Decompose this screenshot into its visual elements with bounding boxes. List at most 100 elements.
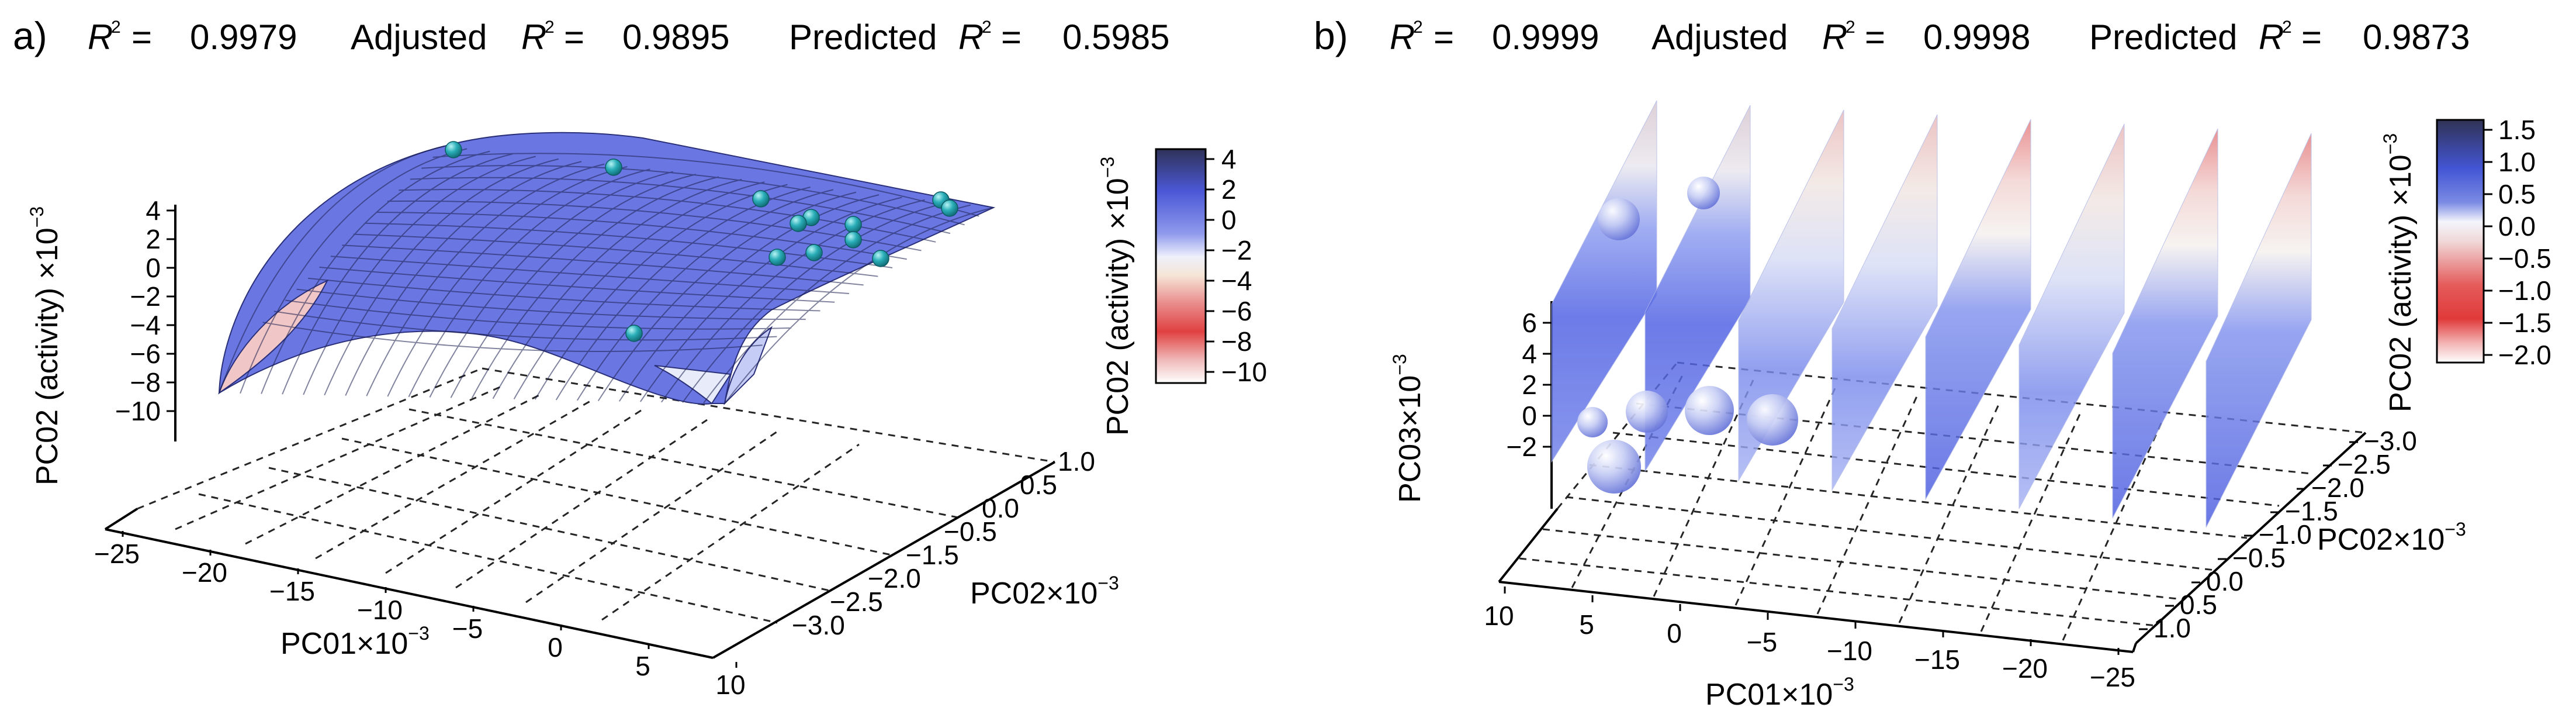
- a-y-tick-label: 1.0: [1058, 446, 1095, 477]
- a-x-tick-label: 5: [635, 651, 650, 681]
- a-mesh-line: [285, 299, 792, 330]
- b-y-tick-label: −1.5: [2285, 496, 2338, 526]
- a-data-point: [605, 158, 622, 176]
- b-slice: [1925, 119, 2031, 501]
- panel-a-y-ticks: −3.0−2.5−2.0−1.5−0.50.00.51.0: [792, 446, 1095, 640]
- a-y-axis-label: PC02×10−3: [970, 572, 1119, 610]
- a-data-point: [445, 141, 462, 158]
- a-mesh-line: [555, 187, 811, 401]
- b-r2-symbol: R: [1390, 18, 1415, 57]
- panel-a-stats: R 2 = 0.9979 Adjusted R 2 = 0.9895 Predi…: [88, 18, 1170, 57]
- a-x-tick-label: −5: [452, 613, 483, 644]
- b-z-tick-label: −2: [1507, 432, 1537, 462]
- b-pred-label: Predicted: [2089, 18, 2237, 57]
- b-x-tick-label: −20: [2002, 653, 2048, 684]
- b-x-tick-label: 10: [1484, 601, 1514, 631]
- a-mesh-line: [342, 244, 864, 286]
- a-r2-eq: =: [131, 18, 152, 57]
- b-colorbar-tick-label: 0.5: [2498, 179, 2536, 209]
- panel-a-surface: [218, 132, 996, 406]
- b-y-tick-label: 1.0: [2153, 613, 2191, 643]
- b-colorbar-tick-label: 0.0: [2498, 211, 2536, 242]
- a-r2-sup: 2: [111, 18, 121, 37]
- b-z-tick-label: 0: [1522, 401, 1537, 431]
- b-pred-value: 0.9873: [2363, 18, 2470, 57]
- a-colorbar-gradient: [1155, 148, 1207, 384]
- a-mesh-line: [661, 199, 925, 403]
- b-z-tick-label: 4: [1522, 339, 1537, 369]
- b-y-tick-label: 0.5: [2180, 589, 2217, 620]
- panel-b-label: b): [1314, 14, 1348, 57]
- a-colorbar-tick-label: 2: [1221, 174, 1237, 205]
- a-colorbar-tick-label: −8: [1221, 326, 1252, 357]
- a-y-tick-label: −2.0: [868, 563, 921, 594]
- a-x-tick-label: −10: [357, 595, 403, 625]
- a-mesh-line: [282, 153, 513, 395]
- a-adj-eq: =: [564, 18, 584, 57]
- b-y-tick-label: −0.5: [2232, 543, 2286, 573]
- a-data-point: [805, 244, 823, 261]
- b-y-tick-label: 0.0: [2206, 566, 2243, 596]
- a-colorbar-tick-label: −10: [1221, 357, 1267, 387]
- b-colorbar-tick-label: −2.0: [2498, 340, 2551, 370]
- b-colorbar-label: PC02 (activity) ×10−3: [2380, 133, 2418, 412]
- b-z-tick-label: 2: [1522, 370, 1537, 400]
- b-slice: [2112, 128, 2218, 519]
- panel-a-data-points: [445, 141, 958, 342]
- panel-b-slices: [1551, 100, 2312, 528]
- b-x-tick-label: −10: [1827, 636, 1872, 666]
- b-y-tick-label: −1.0: [2259, 519, 2312, 550]
- a-pred-label: Predicted: [789, 18, 937, 57]
- a-y-tick-label: −2.5: [830, 587, 883, 617]
- a-adj-label: Adjusted: [351, 18, 487, 57]
- a-x-tick-label: −20: [182, 557, 227, 588]
- panel-b: b) R 2 = 0.9999 Adjusted R 2 = 0.9998 Pr…: [1314, 14, 2551, 712]
- a-pred-eq: =: [1001, 18, 1022, 57]
- a-data-point: [844, 231, 862, 249]
- b-colorbar-tick-label: −0.5: [2498, 243, 2551, 274]
- b-pred-sup: 2: [2282, 18, 2292, 37]
- b-y-tick-label: −3.0: [2364, 426, 2417, 456]
- a-x-tick-label: 10: [715, 670, 745, 700]
- b-x-tick-label: −25: [2090, 662, 2135, 692]
- panel-a: a) R 2 = 0.9979 Adjusted R 2 = 0.9895 Pr…: [13, 14, 1267, 700]
- a-mesh-line: [618, 194, 880, 402]
- panel-a-colorbar: 420−2−4−6−8−10 PC02 (activity) ×10−3: [1097, 144, 1267, 436]
- a-y-tick-label: −1.5: [906, 540, 959, 570]
- a-mesh-line: [273, 311, 777, 341]
- a-data-point: [768, 249, 786, 266]
- a-x-tick-label: −15: [269, 576, 315, 606]
- b-x-tick-label: 5: [1579, 609, 1594, 640]
- b-adj-r: R: [1822, 18, 1847, 57]
- a-data-point: [625, 325, 643, 342]
- a-adj-r: R: [521, 18, 546, 57]
- b-x-tick-label: −15: [1914, 644, 1960, 675]
- a-mesh-line: [410, 177, 951, 234]
- a-mesh-line: [319, 267, 835, 303]
- panel-a-z-ticks: 420−2−4−6−8−10: [115, 195, 175, 426]
- b-sphere: [1626, 391, 1668, 433]
- b-sphere: [1747, 394, 1798, 446]
- b-slice: [1831, 114, 1938, 491]
- a-mesh-line: [534, 184, 788, 400]
- a-x-tick-label: 0: [548, 632, 563, 663]
- b-sphere: [1687, 177, 1720, 209]
- a-mesh-line: [261, 150, 490, 394]
- panel-b-y-ticks: −3.0−2.5−2.0−1.5−1.0−0.50.00.51.0: [2139, 426, 2417, 643]
- b-x-axis-label: PC01×10−3: [1705, 674, 1854, 712]
- b-y-tick-label: −2.5: [2338, 449, 2391, 479]
- b-colorbar-ticks: 1.51.00.50.0−0.5−1.0−1.5−2.0: [2484, 115, 2551, 370]
- a-colorbar-ticks: 420−2−4−6−8−10: [1206, 144, 1267, 387]
- a-data-point: [752, 190, 770, 208]
- a-pred-value: 0.5985: [1062, 18, 1170, 57]
- a-mesh-line: [408, 168, 650, 398]
- a-z-axis-label: PC02 (activity) ×10−3: [26, 206, 64, 485]
- a-z-tick-label: 2: [146, 224, 161, 254]
- b-slice: [1738, 109, 1844, 482]
- a-mesh-line: [703, 204, 971, 403]
- a-mesh-line: [597, 191, 857, 402]
- a-mesh-line: [640, 196, 902, 402]
- panel-a-surface-mesh: [219, 146, 994, 404]
- a-x-axis-label: PC01×10−3: [281, 623, 430, 661]
